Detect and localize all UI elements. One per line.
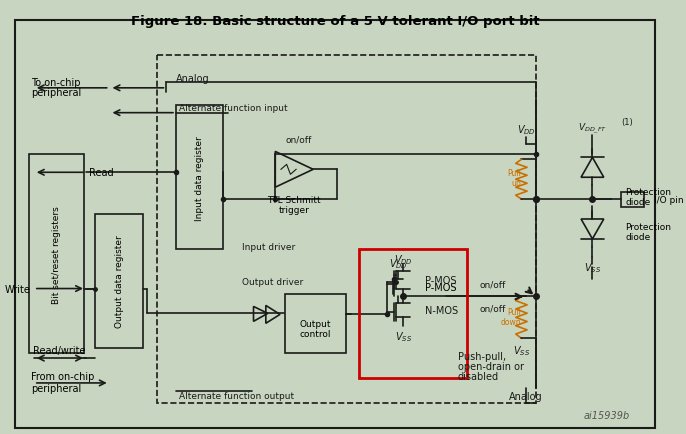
Bar: [157, 56, 536, 403]
Text: $V_{DD}$: $V_{DD}$: [517, 123, 536, 137]
Bar: [29, 155, 84, 353]
Text: Output: Output: [299, 319, 331, 328]
Text: peripheral: peripheral: [31, 88, 81, 98]
Text: From on-chip: From on-chip: [31, 371, 95, 381]
Text: $V_{DD}$: $V_{DD}$: [389, 256, 407, 270]
Text: on/off: on/off: [480, 279, 506, 289]
Text: open-drain or: open-drain or: [458, 361, 524, 371]
Text: (1): (1): [621, 118, 632, 127]
Bar: [95, 214, 143, 349]
Text: diode: diode: [626, 197, 651, 206]
Text: disabled: disabled: [458, 371, 499, 381]
Text: on/off: on/off: [286, 136, 312, 145]
Text: To on-chip: To on-chip: [31, 78, 80, 88]
Text: Analog: Analog: [176, 74, 209, 84]
Text: Output data register: Output data register: [115, 235, 123, 327]
Text: Read: Read: [88, 168, 113, 178]
Text: I/O pin: I/O pin: [654, 195, 683, 204]
Text: P-MOS: P-MOS: [425, 282, 456, 292]
Text: Pull
up: Pull up: [508, 168, 521, 187]
Text: $V_{SS}$: $V_{SS}$: [584, 260, 601, 274]
Text: peripheral: peripheral: [31, 383, 81, 393]
Text: Output driver: Output driver: [242, 277, 303, 286]
Text: ai15939b: ai15939b: [584, 410, 630, 420]
Text: trigger: trigger: [279, 205, 309, 214]
Text: $V_{DD}$: $V_{DD}$: [394, 252, 412, 266]
Bar: [176, 105, 223, 249]
Text: control: control: [299, 329, 331, 338]
Text: N-MOS: N-MOS: [425, 306, 458, 316]
Text: Alternate function input: Alternate function input: [179, 104, 287, 113]
Bar: [285, 294, 346, 353]
Text: Figure 18. Basic structure of a 5 V tolerant I/O port bit: Figure 18. Basic structure of a 5 V tole…: [130, 15, 539, 28]
Text: Bit set/reset registers: Bit set/reset registers: [52, 205, 61, 303]
Text: on/off: on/off: [480, 304, 506, 313]
Text: $V_{DD\_FT}$: $V_{DD\_FT}$: [578, 121, 607, 135]
Text: Analog: Analog: [509, 391, 543, 401]
Text: Input data register: Input data register: [195, 135, 204, 220]
Text: $V_{SS}$: $V_{SS}$: [394, 329, 412, 343]
Text: Protection: Protection: [626, 187, 672, 196]
Text: Read/write: Read/write: [33, 345, 86, 355]
Text: Pull
down: Pull down: [501, 307, 521, 326]
Text: Write: Write: [5, 284, 31, 294]
Text: Protection: Protection: [626, 223, 672, 232]
Text: TTL Schmitt: TTL Schmitt: [268, 195, 321, 204]
Text: $V_{SS}$: $V_{SS}$: [513, 343, 530, 357]
Text: Input driver: Input driver: [242, 243, 296, 252]
Text: Push-pull,: Push-pull,: [458, 351, 506, 361]
Bar: [621, 193, 644, 207]
Bar: [359, 249, 467, 378]
Text: Alternate function output: Alternate function output: [179, 391, 294, 401]
Text: diode: diode: [626, 233, 651, 242]
Text: P-MOS: P-MOS: [425, 275, 456, 285]
